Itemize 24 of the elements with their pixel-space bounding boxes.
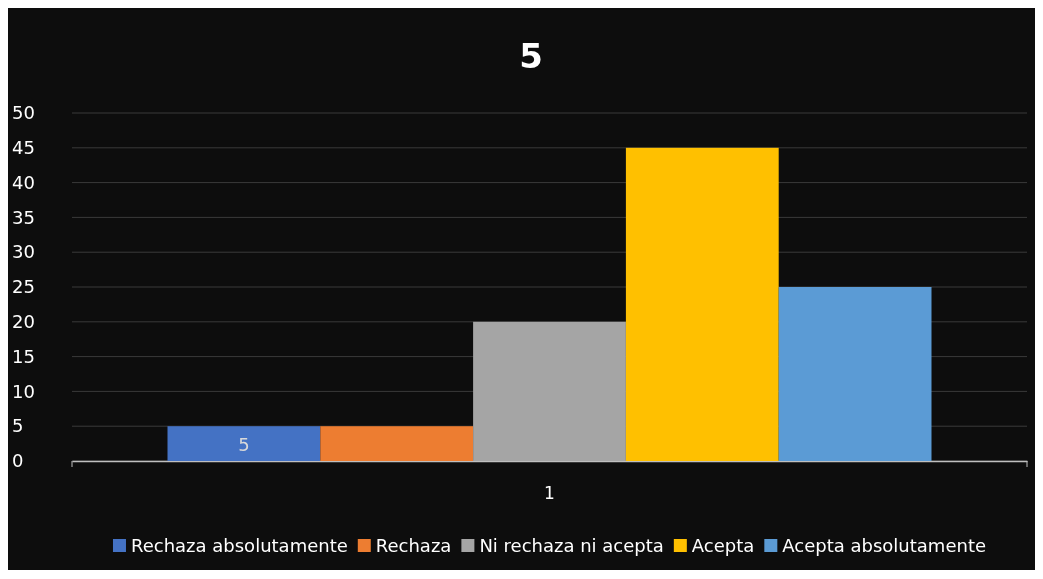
y-tick-label: 45 bbox=[12, 137, 35, 159]
y-tick-label: 35 bbox=[12, 206, 35, 228]
x-tick-label: 1 bbox=[544, 483, 555, 504]
legend-label: Rechaza bbox=[375, 535, 452, 556]
y-tick-label: 5 bbox=[12, 415, 24, 437]
bar bbox=[778, 287, 932, 461]
bar bbox=[625, 147, 779, 461]
bar bbox=[473, 321, 626, 461]
y-tick-label: 20 bbox=[12, 311, 35, 333]
data-label: 5 bbox=[238, 433, 250, 455]
y-tick-label: 50 bbox=[12, 102, 35, 124]
chart-title: 5 bbox=[519, 36, 543, 76]
legend-label: Acepta absolutamente bbox=[782, 535, 987, 556]
legend-label: Ni rechaza ni acepta bbox=[479, 535, 664, 556]
legend-label: Rechaza absolutamente bbox=[130, 535, 348, 556]
y-tick-label: 30 bbox=[12, 241, 35, 263]
bar bbox=[167, 426, 321, 461]
legend-label: Acepta bbox=[691, 535, 755, 556]
y-tick-label: 10 bbox=[12, 380, 35, 402]
y-tick-label: 25 bbox=[12, 276, 35, 298]
y-tick-label: 40 bbox=[12, 171, 35, 193]
y-tick-label: 0 bbox=[12, 450, 24, 472]
bar bbox=[320, 426, 474, 461]
y-tick-label: 15 bbox=[12, 345, 35, 367]
